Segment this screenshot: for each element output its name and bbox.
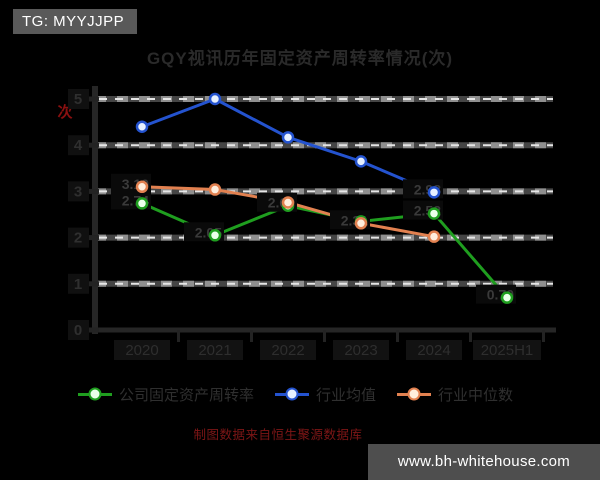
x-tick-label: 2022 [271,342,304,359]
y-tick-label-box [68,181,89,202]
y-tick-label: 3 [74,183,82,200]
data-point-marker [427,230,441,243]
x-tick-label: 2025H1 [481,342,534,359]
legend-marker-icon [78,387,112,401]
y-tick-label: 4 [74,137,83,154]
x-tick-label: 2023 [344,342,377,359]
chart-title: GQY视讯历年固定资产周转率情况(次) [146,49,454,68]
data-point-marker [281,131,295,144]
data-point-marker [208,92,222,106]
x-tick-label-box [187,340,243,360]
watermark-bar: www.bh-whitehouse.com [368,444,600,480]
x-tick-label-box [333,340,389,360]
x-tick-label-box [260,340,316,360]
x-tick-label-box [473,340,541,360]
data-point-marker [281,196,295,209]
y-tick-label: 1 [74,276,82,293]
legend-label: 行业均值 [316,386,377,404]
x-tick-label: 2021 [198,342,231,359]
data-point-marker [135,180,149,194]
data-point-marker [427,207,441,220]
legend-item-2: 行业均值 [275,384,376,405]
data-point-marker [427,186,441,199]
legend-item-3: 行业中位数 [397,384,513,405]
data-point-marker [208,183,222,196]
y-tick-label-box [68,135,89,156]
x-axis-line [89,327,556,333]
data-point-marker [135,120,149,133]
legend-label: 行业中位数 [438,386,514,404]
y-axis-line [92,86,98,334]
data-source-caption: 制图数据来自恒生聚源数据库 [193,428,363,442]
data-point-marker [208,229,222,242]
chart-legend: 公司固定资产周转率 行业均值 行业中位数 [78,383,513,405]
tg-badge: TG: MYYJJPP [13,9,137,34]
y-tick-label: 2 [74,230,82,247]
data-point-marker [354,217,368,230]
x-tick-label-box [114,340,170,360]
y-tick-label-box [68,320,89,340]
x-tick-label-box [406,340,462,360]
data-point-marker [135,197,149,210]
x-tick-label: 2024 [417,342,450,359]
y-tick-label-box [68,273,89,294]
data-point-marker [500,291,514,304]
y-tick-label-box [68,89,89,109]
legend-label: 公司固定资产周转率 [119,386,255,404]
y-tick-label: 0 [74,322,82,339]
y-tick-label-box [68,227,89,248]
legend-marker-icon [275,387,310,401]
legend-marker-icon [397,387,432,401]
data-point-marker [354,155,368,168]
y-tick-label: 5 [74,91,82,108]
legend-item-1: 公司固定资产周转率 [78,384,254,405]
x-tick-label: 2020 [125,342,158,359]
